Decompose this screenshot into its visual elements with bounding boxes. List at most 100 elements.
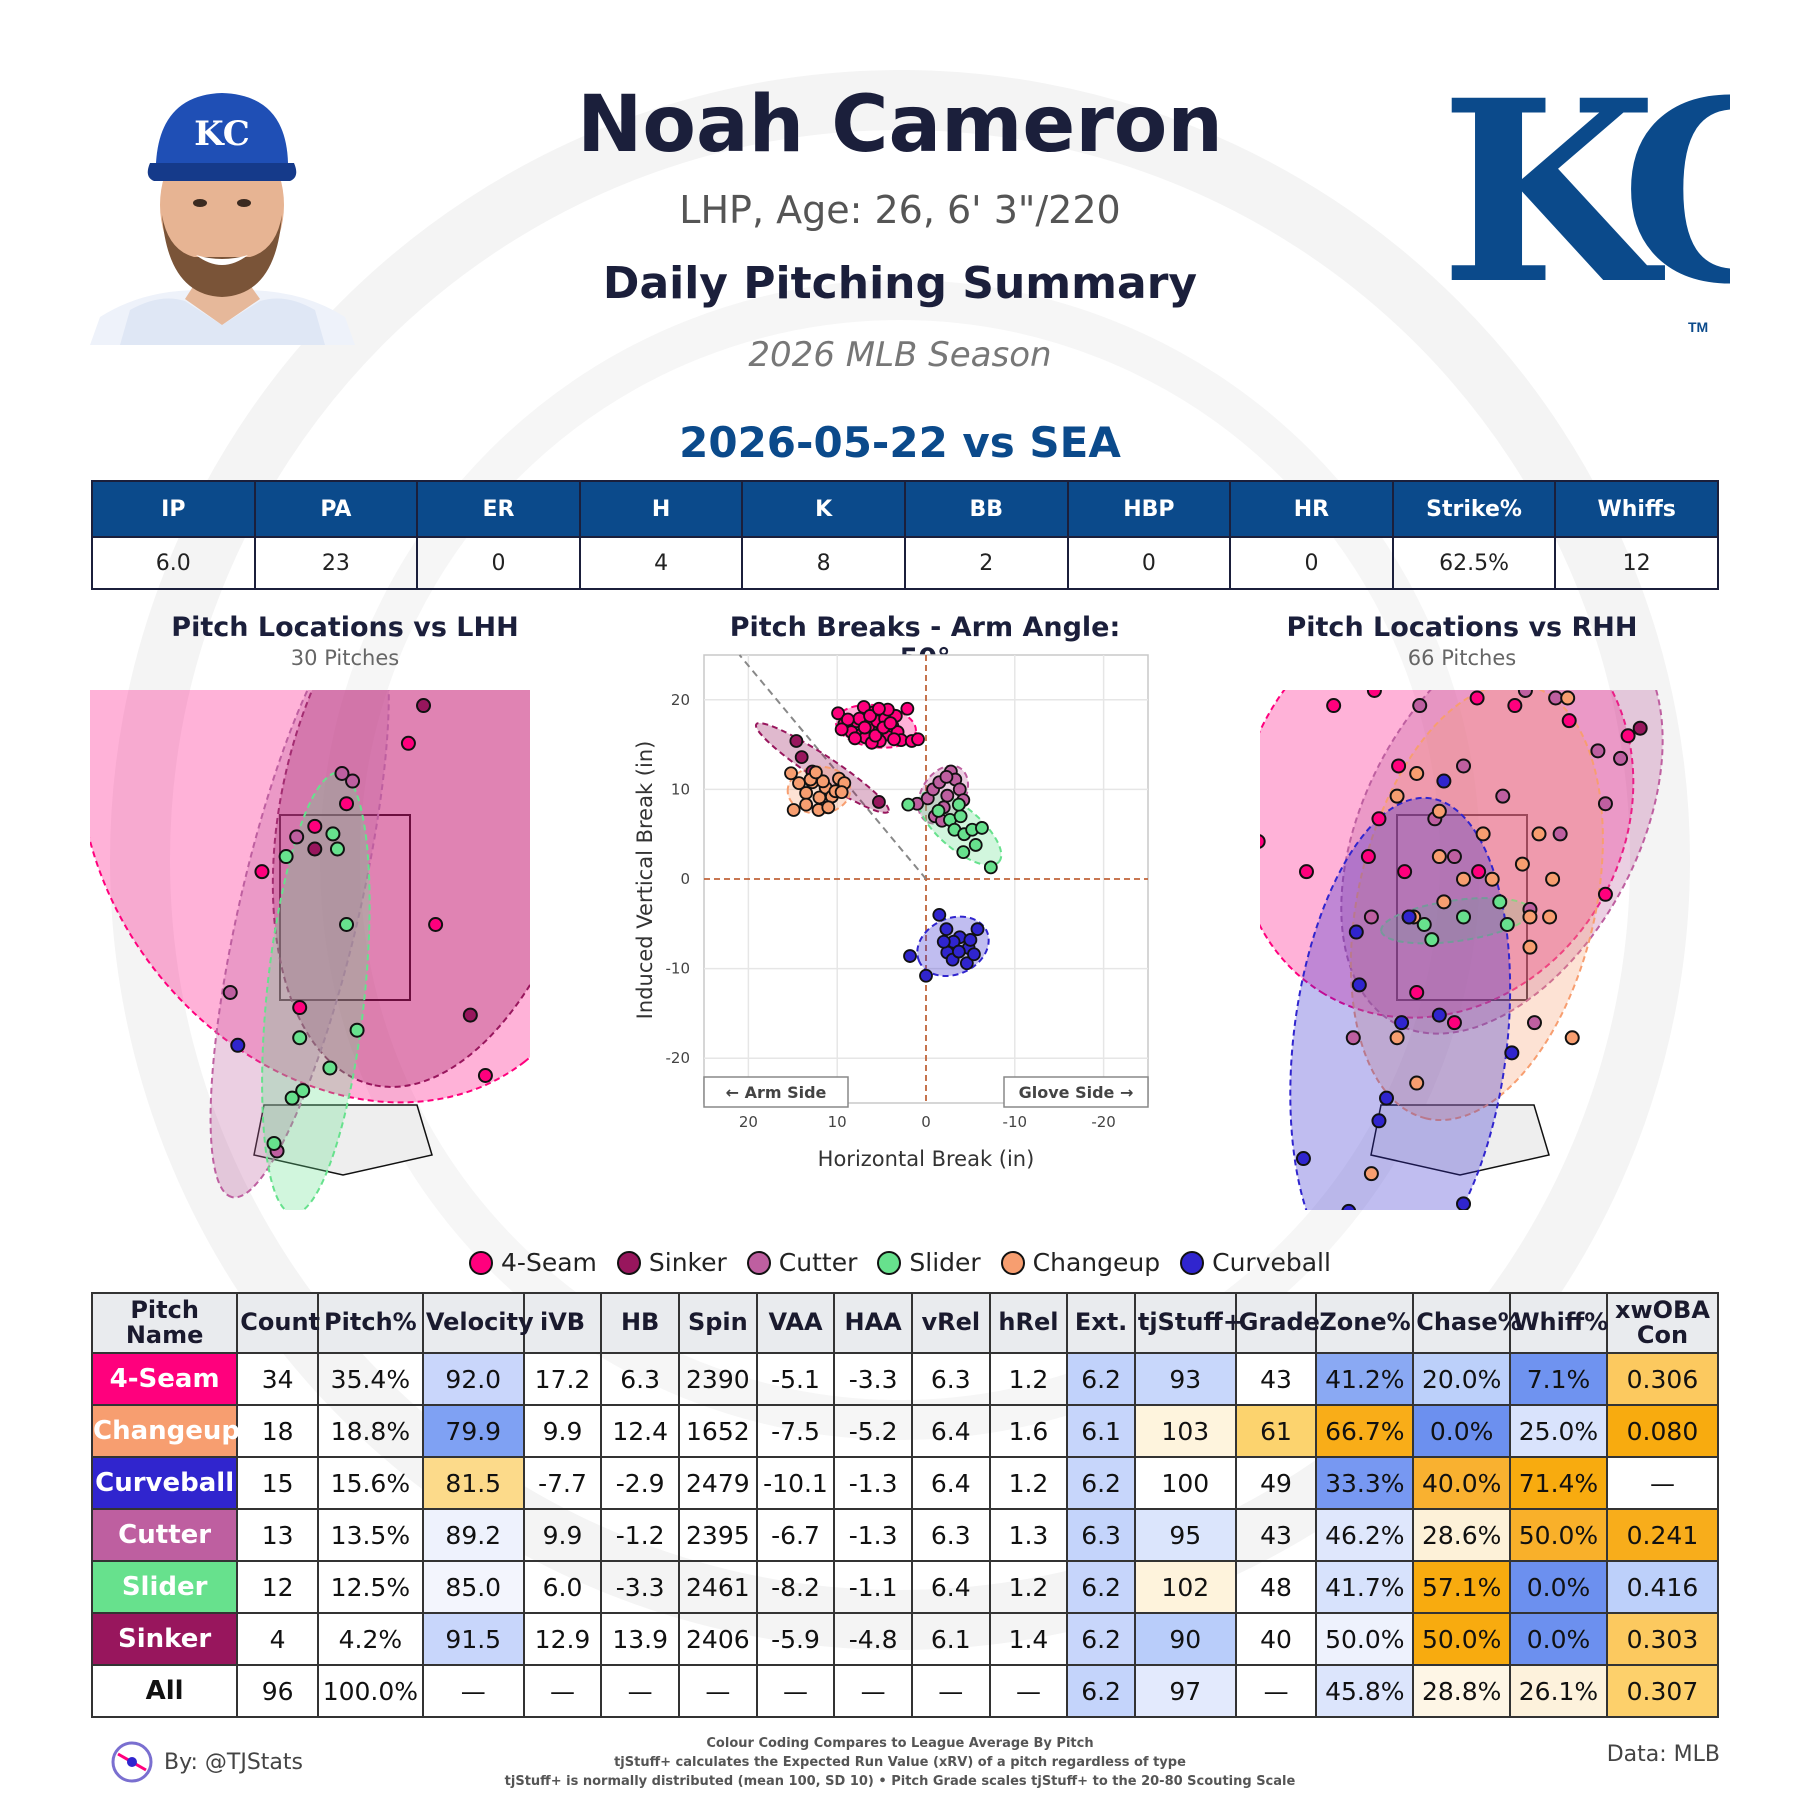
pitch-table-cell: 50.0% [1315,1612,1415,1666]
pitch-point [1412,698,1428,714]
pitch-table-cell: 41.7% [1315,1560,1415,1614]
break-point [983,860,998,875]
pitch-table-header: Pitch Name Count Pitch% Velocity iVB HB Spin VA… [90,1292,1720,1354]
stat-value: 23 [253,536,419,590]
pitch-point [1360,849,1376,865]
pitch-point [1499,917,1515,932]
legend-item: Changeup [1000,1248,1160,1277]
headshot-cap-text: KC [194,114,250,154]
report-title: Daily Pitching Summary [602,258,1198,309]
pitch-point [1495,788,1511,804]
break-point [834,785,849,799]
pitch-point [1409,1075,1425,1091]
pitch-table-header-cell: Velocity [421,1292,534,1354]
pitch-point [254,864,270,880]
pitch-table-cell: -2.9 [600,1456,680,1510]
arm-side-box [703,1076,849,1108]
pitch-table-cell: 93 [1133,1352,1237,1406]
table-row: 4-Seam 34 35.4% 92.0 17.2 6.3 2390 -5.1 -3.3 6.3 1… [90,1352,1720,1406]
pitch-table-cell: — [988,1664,1069,1718]
pitch-table-cell: -10.1 [755,1456,836,1510]
table-row: Sinker 4 4.2% 91.5 12.9 13.9 2406 -5.9 -4.8 6.1 1.… [90,1612,1720,1666]
stat-value: 6.0 [91,536,256,590]
legend-dot-icon [616,1250,641,1275]
pitch-point [1409,766,1425,781]
summary-stats-table: IP PA ER H K BB HBP HR Strike% Whiffs 6.0 23 0 4 8 2 0 0… [91,480,1719,590]
pitch-table-cell: 15 [236,1456,319,1510]
pitch-table-cell: 6.2 [1066,1352,1136,1406]
legend-item: 4-Seam [469,1248,597,1277]
player-headshot: KC [90,93,355,345]
stat-value: 4 [578,536,744,590]
rhh-location-chart [1260,690,1664,1210]
pitch-table-cell: 1.2 [988,1456,1069,1510]
pitch-name-cell: Cutter [90,1508,239,1562]
pitch-point [1363,909,1379,925]
pitch-point [349,1022,365,1038]
pitch-table-cell: 95 [1133,1508,1237,1562]
break-point [968,838,983,852]
pitch-point [1341,1203,1357,1210]
pitch-table-cell: 100 [1133,1456,1237,1510]
pitch-table-cell: 2479 [678,1456,758,1510]
pitch-table-cell: 12.5% [316,1560,424,1614]
pitch-point [1379,1090,1394,1106]
break-point [857,720,872,735]
stat-value: 0 [1066,536,1232,590]
pitch-table-cell: 6.3 [1066,1508,1136,1562]
pitch-table-cell: -1.3 [833,1456,913,1510]
pitch-point [1389,788,1405,804]
pitch-table-cell: 102 [1133,1560,1237,1614]
stat-header: HR [1229,480,1394,538]
break-point [872,701,886,716]
pitch-table-cell: 6.3 [910,1352,991,1406]
pitch-point [1590,743,1606,759]
pitch-table-header-cell: vRel [910,1292,991,1354]
rhh-title: Pitch Locations vs RHH [1286,612,1638,643]
team-logo-text: KC [1440,80,1730,339]
pitch-point [1504,1045,1520,1061]
pitch-point [307,818,323,834]
pitch-table-cell: — [1605,1456,1720,1510]
pitch-table-cell: -5.1 [755,1352,836,1406]
break-point [903,949,917,963]
pitch-table-cell: -3.3 [833,1352,913,1406]
tjstats-logo-icon [111,1741,153,1783]
pitch-table-cell: 66.7% [1315,1404,1415,1458]
pitch-table-cell: 33.3% [1315,1456,1415,1510]
table-row: Curveball 15 15.6% 81.5 -7.7 -2.9 2479 -10.1 -1.… [90,1456,1720,1510]
stat-value: 2 [903,536,1069,590]
pitch-point [1597,886,1613,902]
break-point [959,956,974,971]
stat-value: 12 [1554,536,1719,590]
pitch-table-cell: 6.0 [522,1560,603,1614]
break-point [951,797,966,812]
pitch-table-header-cell: iVB [522,1292,603,1354]
pitch-table-cell: 0.080 [1605,1404,1720,1458]
pitch-table-cell: 0.416 [1605,1560,1720,1614]
break-point [940,788,955,803]
pitch-point [278,849,294,865]
legend-dot-icon [1180,1250,1205,1275]
pitch-point [1552,826,1568,842]
pitch-point [292,1000,308,1016]
table-row: Cutter 13 13.5% 89.2 9.9 -1.2 2395 -6.7 -1.3 6.3 1… [90,1508,1720,1562]
pitch-point [345,773,361,789]
pitch-table-cell: 50.0% [1412,1612,1512,1666]
y-axis-label: Induced Vertical Break (in) [633,741,657,1020]
pitch-name-cell: Curveball [90,1456,239,1510]
break-point [863,709,877,723]
stat-value: 0 [416,536,581,590]
pitch-table-cell: 1.2 [988,1560,1069,1614]
pitch-point [1548,690,1564,706]
break-point [784,766,798,781]
pitch-point [1517,690,1533,698]
pitch-table-cell: 35.4% [316,1352,424,1406]
pitch-table-header-cell: tjStuff+ [1133,1292,1243,1354]
pitch-table-cell: — [833,1664,913,1718]
rhh-subtitle: 66 Pitches [1407,646,1517,670]
pitch-table-cell: 6.2 [1066,1456,1136,1510]
pitch-table-cell: 12.4 [600,1404,680,1458]
pitch-table-cell: 9.9 [522,1508,603,1562]
pitch-ellipse [209,690,390,1199]
